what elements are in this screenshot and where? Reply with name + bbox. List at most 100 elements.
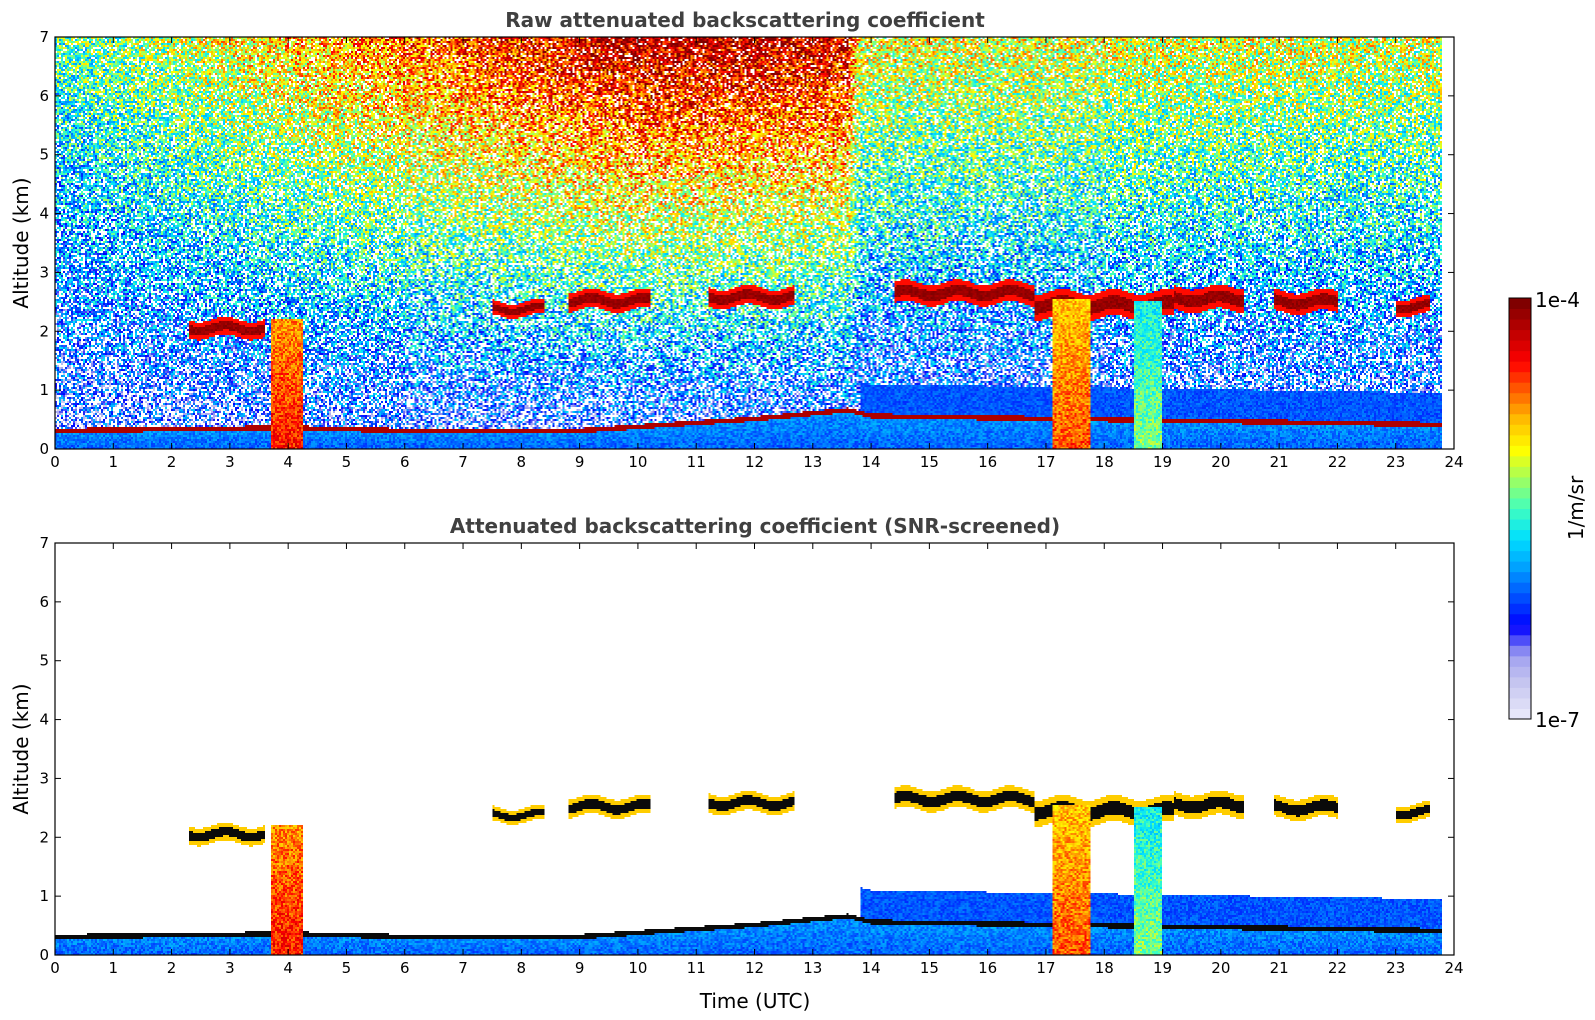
y-tick-label: 7 — [39, 28, 49, 46]
x-tick-label: 19 — [1153, 959, 1172, 977]
x-tick-label: 5 — [342, 453, 352, 471]
colorbar-step — [1509, 582, 1531, 594]
colorbar-step — [1509, 434, 1531, 446]
x-tick-label: 9 — [575, 959, 585, 977]
x-tick-label: 18 — [1095, 959, 1114, 977]
x-tick-label: 6 — [400, 453, 410, 471]
x-tick-label: 17 — [1036, 959, 1055, 977]
y-tick-label: 2 — [39, 828, 49, 846]
x-tick-label: 1 — [109, 959, 119, 977]
bottom-y-axis-label: Altitude (km) — [9, 683, 33, 814]
top-heatmap-holder — [55, 37, 1454, 449]
y-tick-label: 4 — [39, 205, 49, 223]
y-tick-label: 3 — [39, 769, 49, 787]
x-tick-label: 20 — [1211, 959, 1230, 977]
colorbar-step — [1509, 550, 1531, 562]
x-tick-label: 14 — [862, 959, 881, 977]
x-tick-label: 4 — [283, 959, 293, 977]
x-tick-label: 6 — [400, 959, 410, 977]
colorbar-step — [1509, 571, 1531, 583]
colorbar-step — [1509, 445, 1531, 457]
colorbar-step — [1509, 687, 1531, 699]
colorbar-step — [1509, 697, 1531, 709]
colorbar-step — [1509, 455, 1531, 467]
x-tick-label: 13 — [803, 453, 822, 471]
y-tick-label: 0 — [39, 440, 49, 458]
colorbar-step — [1509, 592, 1531, 604]
y-tick-label: 0 — [39, 946, 49, 964]
colorbar-step — [1509, 424, 1531, 436]
colorbar-step — [1509, 519, 1531, 531]
x-tick-label: 9 — [575, 453, 585, 471]
bottom-y-axis: 0 1 2 3 4 5 6 7 — [39, 534, 1454, 964]
x-tick-label: 21 — [1270, 959, 1289, 977]
x-tick-label: 0 — [50, 453, 60, 471]
colorbar-step — [1509, 497, 1531, 509]
colorbar-step — [1509, 361, 1531, 373]
colorbar-step — [1509, 666, 1531, 678]
colorbar-step — [1509, 645, 1531, 657]
top-y-axis-label: Altitude (km) — [9, 177, 33, 308]
x-tick-label: 5 — [342, 959, 352, 977]
x-tick-label: 3 — [225, 453, 235, 471]
x-tick-label: 15 — [920, 453, 939, 471]
x-tick-label: 12 — [745, 453, 764, 471]
x-tick-label: 18 — [1095, 453, 1114, 471]
colorbar-step — [1509, 487, 1531, 499]
colorbar-step — [1509, 382, 1531, 394]
x-tick-label: 17 — [1036, 453, 1055, 471]
x-tick-label: 23 — [1386, 453, 1405, 471]
colorbar-step — [1509, 308, 1531, 320]
x-tick-label: 12 — [745, 959, 764, 977]
top-panel: Raw attenuated backscattering coefficien… — [9, 8, 1464, 471]
colorbar-step — [1509, 613, 1531, 625]
x-axis-label: Time (UTC) — [699, 989, 811, 1013]
y-tick-label: 6 — [39, 593, 49, 611]
x-tick-label: 16 — [978, 453, 997, 471]
colorbar-step — [1509, 624, 1531, 636]
x-tick-label: 7 — [458, 959, 468, 977]
colorbar-max-label: 1e-4 — [1535, 288, 1580, 312]
colorbar-step — [1509, 298, 1531, 310]
x-tick-label: 21 — [1270, 453, 1289, 471]
y-tick-label: 5 — [39, 652, 49, 670]
bottom-panel-title: Attenuated backscattering coefficient (S… — [450, 514, 1060, 538]
colorbar-step — [1509, 329, 1531, 341]
colorbar-step — [1509, 529, 1531, 541]
colorbar-step — [1509, 708, 1531, 720]
x-tick-label: 3 — [225, 959, 235, 977]
x-tick-label: 14 — [862, 453, 881, 471]
x-tick-label: 22 — [1328, 959, 1347, 977]
x-tick-label: 7 — [458, 453, 468, 471]
top-x-axis: 0 1 2 3 4 5 6 7 8 9 10 11 12 13 14 15 16 17 18 19 20 21 22 23 24 — [50, 37, 1464, 471]
y-tick-label: 4 — [39, 711, 49, 729]
bottom-heatmap-holder — [55, 543, 1454, 955]
colorbar-step — [1509, 319, 1531, 331]
top-heatmap-canvas — [55, 37, 1454, 449]
colorbar-step — [1509, 371, 1531, 383]
colorbar-step — [1509, 413, 1531, 425]
colorbar-step — [1509, 340, 1531, 352]
colorbar-step — [1509, 561, 1531, 573]
x-tick-label: 11 — [687, 453, 706, 471]
x-tick-label: 2 — [167, 453, 177, 471]
x-tick-label: 22 — [1328, 453, 1347, 471]
colorbar-step — [1509, 634, 1531, 646]
x-tick-label: 0 — [50, 959, 60, 977]
x-tick-label: 13 — [803, 959, 822, 977]
top-y-axis: 0 1 2 3 4 5 6 7 — [39, 28, 1454, 458]
y-tick-label: 3 — [39, 263, 49, 281]
colorbar-step — [1509, 392, 1531, 404]
colorbar-min-label: 1e-7 — [1535, 708, 1580, 732]
colorbar-step — [1509, 466, 1531, 478]
x-tick-label: 23 — [1386, 959, 1405, 977]
x-tick-label: 8 — [517, 959, 527, 977]
colorbar-step — [1509, 350, 1531, 362]
x-tick-label: 19 — [1153, 453, 1172, 471]
x-tick-label: 24 — [1444, 959, 1463, 977]
top-panel-title: Raw attenuated backscattering coefficien… — [505, 8, 985, 32]
colorbar-step — [1509, 403, 1531, 415]
colorbar-unit-label: 1/m/sr — [1564, 475, 1588, 540]
colorbar-steps — [1509, 298, 1531, 720]
